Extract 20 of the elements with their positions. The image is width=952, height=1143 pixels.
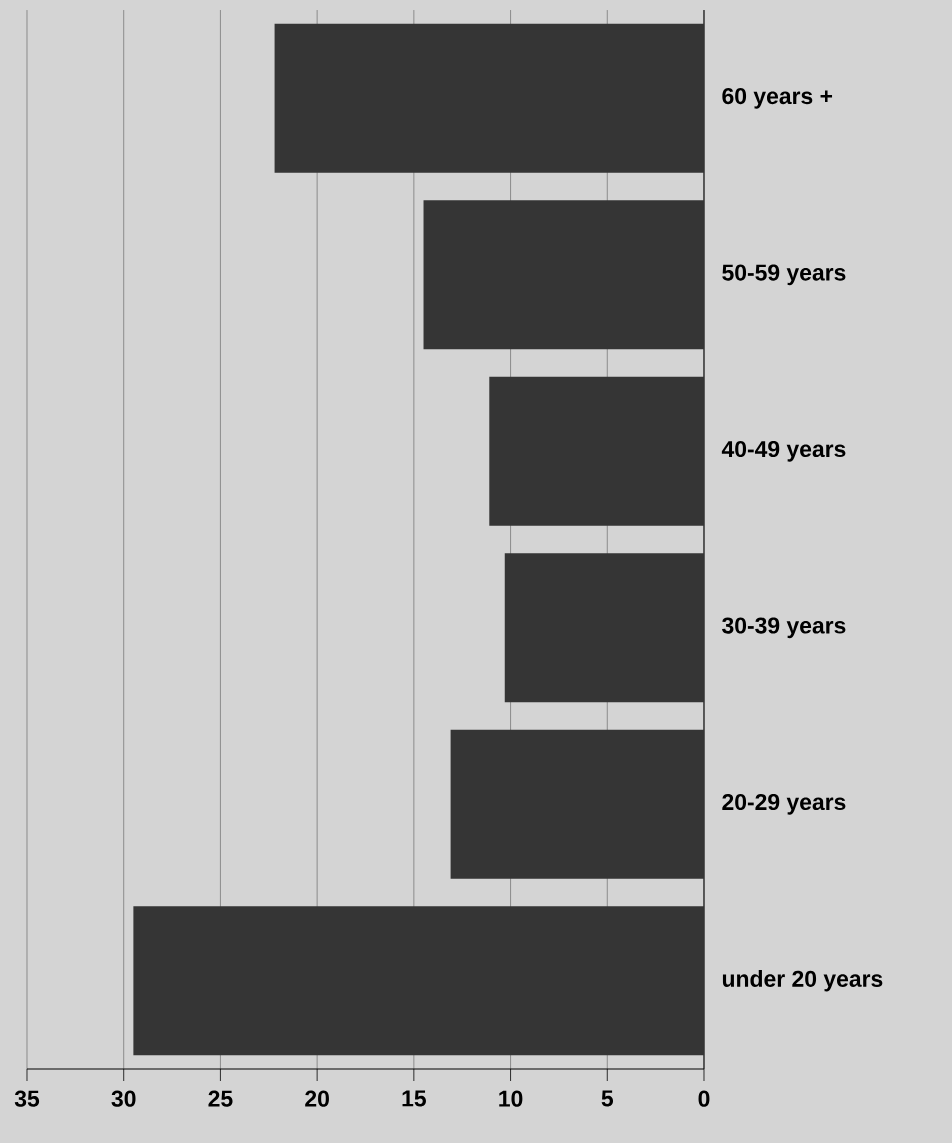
y-tick-label: 50-59 years [722,264,846,286]
bar [274,23,704,173]
bar [133,906,704,1056]
x-tick-label: 10 [499,1090,523,1107]
y-tick-label: under 20 years [722,970,883,992]
y-tick-label: 30-39 years [722,617,846,639]
y-tick-label: 40-49 years [721,440,846,462]
bar [423,200,704,350]
y-tick-label: 60 years + [722,87,833,109]
bar [504,553,704,703]
bar [489,376,704,526]
x-tick-label: 35 [14,1090,40,1107]
x-tick-label: 30 [111,1090,136,1107]
x-tick-label: 0 [698,1090,710,1107]
bar [450,729,704,879]
x-tick-label: 20 [305,1090,329,1107]
x-tick-label: 25 [208,1090,233,1107]
x-tick-label: 15 [402,1090,426,1107]
y-tick-label: 20-29 years [722,793,846,815]
x-tick-label: 5 [601,1090,614,1107]
